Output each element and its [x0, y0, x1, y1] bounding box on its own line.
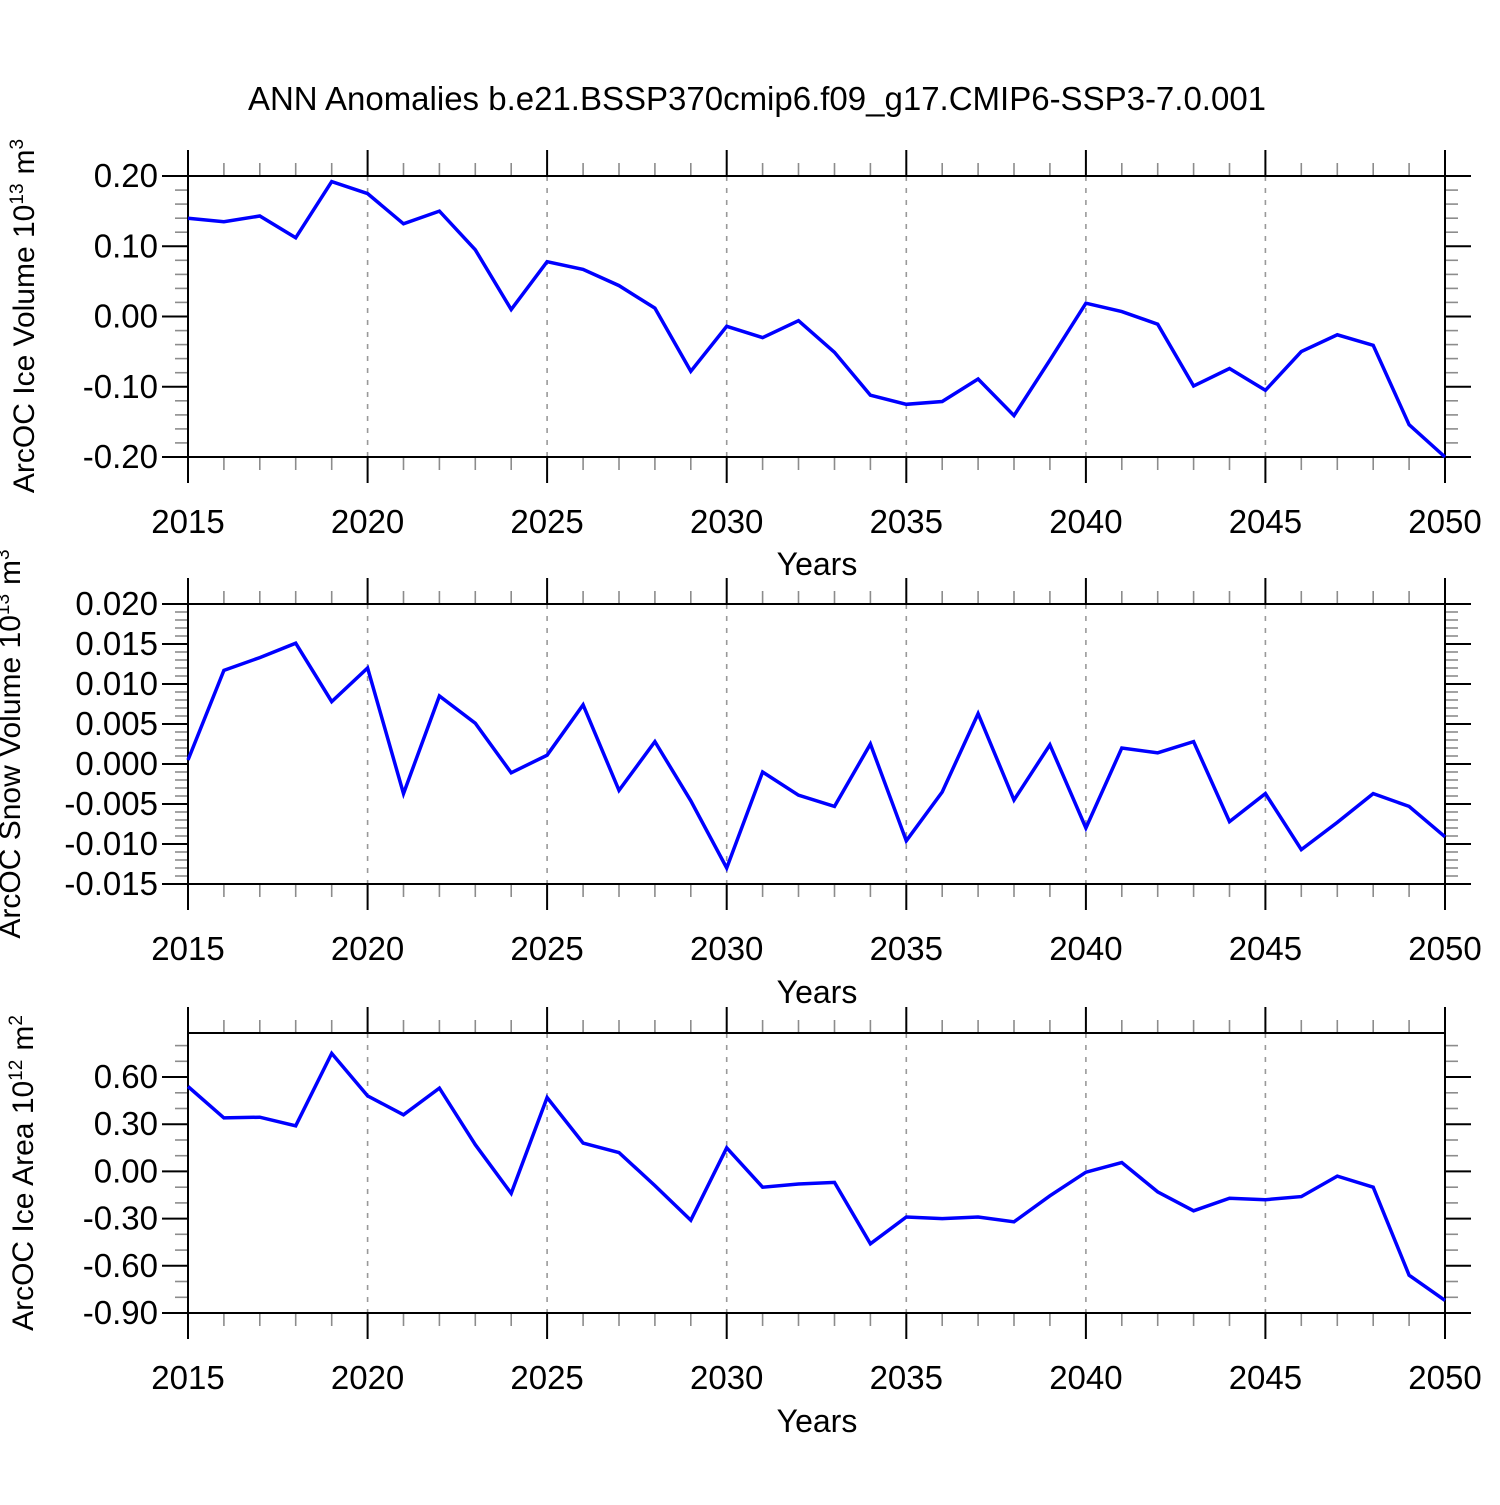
x-tick-label: 2035 [870, 930, 943, 967]
data-line-arcoc-snow-volume [186, 641, 1447, 873]
data-line-arcoc-ice-volume [187, 179, 1447, 459]
x-axis-label-years-1: Years [777, 546, 858, 582]
x-tick-label: 2030 [690, 930, 763, 967]
x-tick-label: 2040 [1049, 1359, 1122, 1396]
y-tick-label: -0.005 [64, 785, 158, 822]
x-tick-label: 2015 [151, 930, 224, 967]
y-axis-label-ice-area: ArcOC Ice Area 1012m2 [6, 1015, 40, 1331]
panel-ice-area: 0.60 0.30 0.00 -0.30 -0.60 -0.90 2015 2020 2025 2… [6, 1007, 1482, 1439]
chart-title: ANN Anomalies b.e21.BSSP370cmip6.f09_g17… [248, 80, 1266, 117]
panel-snow-volume: 0.0200.0150.0100.0050.000-0.005-0.010-0.… [0, 549, 1482, 1010]
panel-ice-volume: 0.20 0.10 0.00 -0.10 -0.20 2015 2020 2025 2030 20… [7, 139, 1482, 582]
x-tick-label: 2025 [510, 1359, 583, 1396]
axis-frame [187, 175, 1446, 458]
y-tick-label: 0.00 [94, 298, 158, 335]
x-tick-label: 2050 [1408, 930, 1481, 967]
y-tick-label: -0.60 [83, 1247, 158, 1284]
axis-frame [187, 603, 1446, 885]
y-tick-label: -0.90 [83, 1294, 158, 1331]
x-tick-label: 2040 [1049, 503, 1122, 540]
y-tick-label: 0.30 [94, 1105, 158, 1142]
x-tick-label: 2020 [331, 930, 404, 967]
y-tick-label: 0.005 [75, 705, 158, 742]
y-axis-label-snow-volume: ArcOC Snow Volume 1013m3 [0, 549, 27, 938]
y-tick-label: 0.010 [75, 665, 158, 702]
axis-frame [187, 1032, 1446, 1314]
x-tick-label: 2045 [1229, 930, 1302, 967]
x-tick-label: 2030 [690, 503, 763, 540]
y-tick-label: 0.015 [75, 625, 158, 662]
y-tick-label: -0.10 [83, 368, 158, 405]
x-tick-label: 2020 [331, 503, 404, 540]
y-tick-label: 0.000 [75, 745, 158, 782]
x-tick-label: 2035 [870, 1359, 943, 1396]
y-tick-label: -0.20 [83, 438, 158, 475]
x-tick-label: 2045 [1229, 1359, 1302, 1396]
y-tick-label: -0.010 [64, 825, 158, 862]
y-tick-label: 0.020 [75, 585, 158, 622]
y-tick-label: 0.00 [94, 1152, 158, 1189]
x-tick-label: 2040 [1049, 930, 1122, 967]
x-tick-label: 2050 [1408, 1359, 1481, 1396]
y-tick-label: 0.60 [94, 1058, 158, 1095]
data-line-arcoc-ice-area [186, 1050, 1447, 1302]
x-axis-label-years-3: Years [777, 1403, 858, 1439]
y-axis-label-ice-volume: ArcOC Ice Volume 1013m3 [7, 139, 41, 493]
x-tick-label: 2035 [870, 503, 943, 540]
y-tick-label: 0.10 [94, 227, 158, 264]
y-tick-label: -0.015 [64, 865, 158, 902]
x-tick-label: 2050 [1408, 503, 1481, 540]
x-tick-label: 2045 [1229, 503, 1302, 540]
x-tick-label: 2025 [510, 930, 583, 967]
y-tick-label: 0.20 [94, 157, 158, 194]
x-tick-label: 2015 [151, 1359, 224, 1396]
x-tick-label: 2015 [151, 503, 224, 540]
x-tick-label: 2025 [510, 503, 583, 540]
x-tick-label: 2020 [331, 1359, 404, 1396]
x-axis-label-years-2: Years [777, 974, 858, 1010]
y-tick-label: -0.30 [83, 1200, 158, 1237]
x-tick-label: 2030 [690, 1359, 763, 1396]
